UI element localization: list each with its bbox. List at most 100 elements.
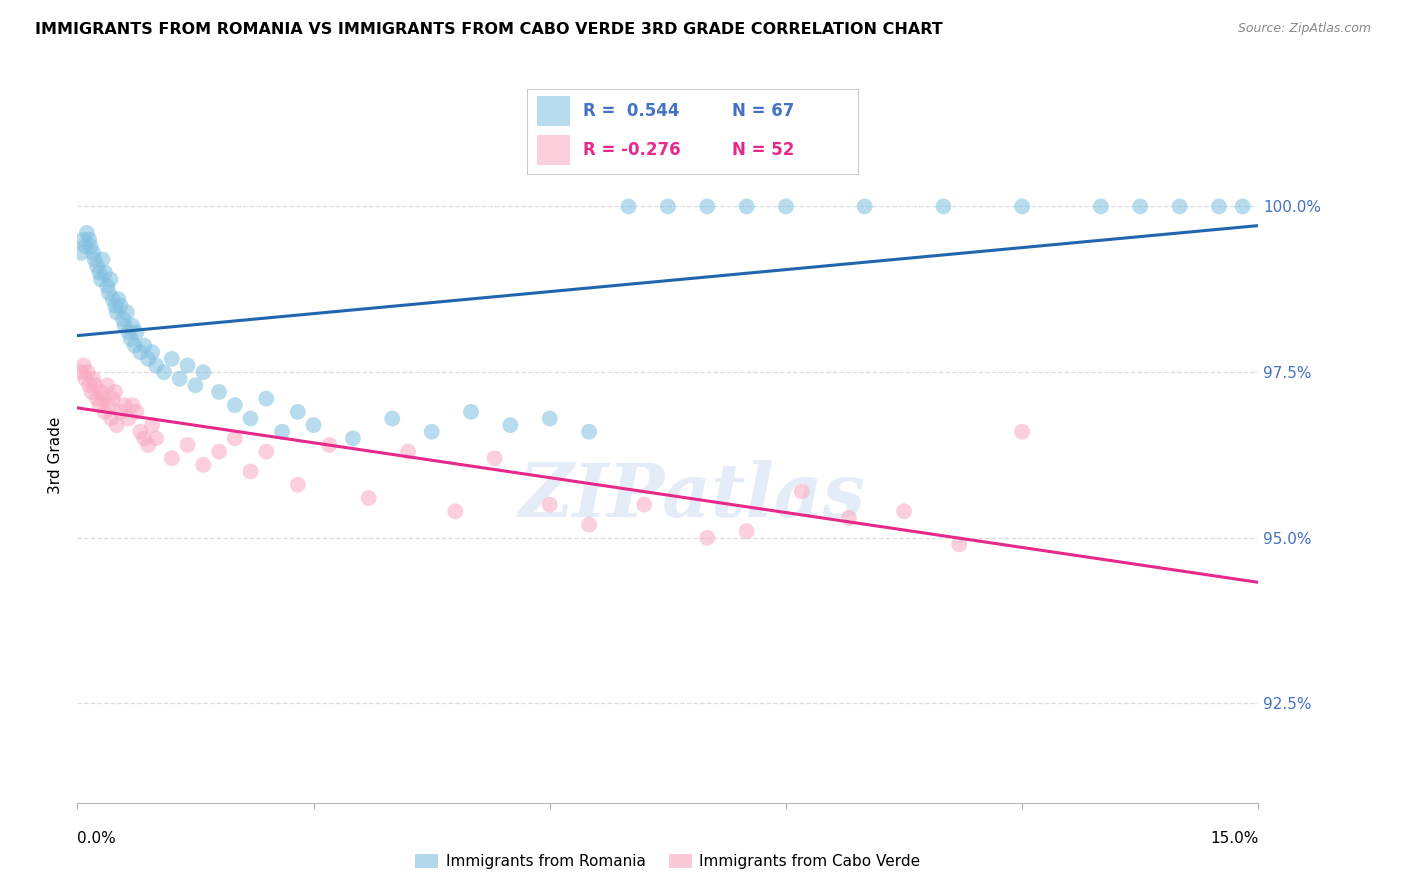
Point bbox=[208, 384, 231, 399]
Text: Source: ZipAtlas.com: Source: ZipAtlas.com bbox=[1237, 22, 1371, 36]
Point bbox=[160, 451, 183, 466]
Point bbox=[460, 405, 482, 419]
Point bbox=[538, 411, 561, 425]
Point bbox=[105, 418, 128, 433]
Point bbox=[657, 199, 679, 213]
Point bbox=[94, 266, 117, 280]
Point bbox=[80, 384, 103, 399]
Point bbox=[94, 405, 117, 419]
Point bbox=[357, 491, 380, 505]
Point bbox=[121, 318, 143, 333]
Bar bbox=[537, 96, 571, 127]
Point bbox=[420, 425, 443, 439]
Bar bbox=[537, 135, 571, 165]
Point bbox=[125, 405, 148, 419]
Point bbox=[287, 477, 309, 491]
Point bbox=[90, 384, 112, 399]
Point bbox=[134, 431, 156, 445]
Point bbox=[89, 266, 111, 280]
Text: N = 67: N = 67 bbox=[733, 103, 794, 120]
Point bbox=[224, 398, 246, 412]
Point bbox=[97, 398, 120, 412]
Point bbox=[83, 252, 105, 267]
Point bbox=[538, 498, 561, 512]
Point bbox=[239, 465, 262, 479]
Text: R = -0.276: R = -0.276 bbox=[583, 141, 681, 159]
Point bbox=[110, 405, 132, 419]
Point bbox=[117, 411, 139, 425]
Point bbox=[114, 318, 136, 333]
Point bbox=[1168, 199, 1191, 213]
Point bbox=[853, 199, 876, 213]
Point bbox=[838, 511, 860, 525]
Point bbox=[444, 504, 467, 518]
Point bbox=[76, 226, 98, 240]
Point bbox=[578, 425, 600, 439]
Point bbox=[775, 199, 797, 213]
Point bbox=[75, 239, 97, 253]
Point bbox=[77, 233, 100, 247]
Point bbox=[111, 312, 134, 326]
Text: IMMIGRANTS FROM ROMANIA VS IMMIGRANTS FROM CABO VERDE 3RD GRADE CORRELATION CHAR: IMMIGRANTS FROM ROMANIA VS IMMIGRANTS FR… bbox=[35, 22, 943, 37]
Point bbox=[77, 378, 100, 392]
Point bbox=[76, 365, 98, 379]
Point bbox=[1129, 199, 1152, 213]
Point bbox=[72, 233, 94, 247]
Point bbox=[82, 372, 104, 386]
Point bbox=[136, 438, 159, 452]
Text: 0.0%: 0.0% bbox=[77, 830, 117, 846]
Point bbox=[104, 384, 127, 399]
Point bbox=[129, 425, 152, 439]
Point bbox=[120, 332, 142, 346]
Point bbox=[82, 245, 104, 260]
Point bbox=[86, 392, 108, 406]
Point bbox=[948, 537, 970, 551]
Point bbox=[121, 398, 143, 412]
Point bbox=[239, 411, 262, 425]
Point bbox=[499, 418, 522, 433]
Point bbox=[110, 299, 132, 313]
Point bbox=[302, 418, 325, 433]
Point bbox=[105, 305, 128, 319]
Point bbox=[617, 199, 640, 213]
Point bbox=[104, 299, 127, 313]
Point bbox=[169, 372, 191, 386]
Point bbox=[790, 484, 813, 499]
Point bbox=[224, 431, 246, 445]
Point bbox=[318, 438, 340, 452]
Point bbox=[381, 411, 404, 425]
Point bbox=[145, 431, 167, 445]
Point bbox=[114, 398, 136, 412]
Point bbox=[124, 338, 146, 352]
Point bbox=[129, 345, 152, 359]
Point bbox=[396, 444, 419, 458]
Point bbox=[160, 351, 183, 366]
Point bbox=[193, 458, 215, 472]
Point bbox=[342, 431, 364, 445]
Point bbox=[70, 365, 93, 379]
Point bbox=[96, 378, 118, 392]
Point bbox=[208, 444, 231, 458]
Point bbox=[735, 524, 758, 538]
Point bbox=[633, 498, 655, 512]
Text: ZIPatlas: ZIPatlas bbox=[517, 460, 865, 533]
Point bbox=[141, 418, 163, 433]
Point bbox=[86, 259, 108, 273]
Point bbox=[932, 199, 955, 213]
Point bbox=[254, 392, 277, 406]
Point bbox=[84, 378, 107, 392]
Legend: Immigrants from Romania, Immigrants from Cabo Verde: Immigrants from Romania, Immigrants from… bbox=[409, 848, 927, 875]
Point bbox=[91, 252, 114, 267]
Point bbox=[193, 365, 215, 379]
Point bbox=[70, 245, 93, 260]
Point bbox=[125, 326, 148, 340]
Point bbox=[89, 398, 111, 412]
Point bbox=[271, 425, 294, 439]
Point bbox=[115, 305, 138, 319]
Point bbox=[696, 199, 718, 213]
Point bbox=[75, 372, 97, 386]
Point bbox=[117, 326, 139, 340]
Point bbox=[136, 351, 159, 366]
Point bbox=[1232, 199, 1254, 213]
Point bbox=[1090, 199, 1112, 213]
